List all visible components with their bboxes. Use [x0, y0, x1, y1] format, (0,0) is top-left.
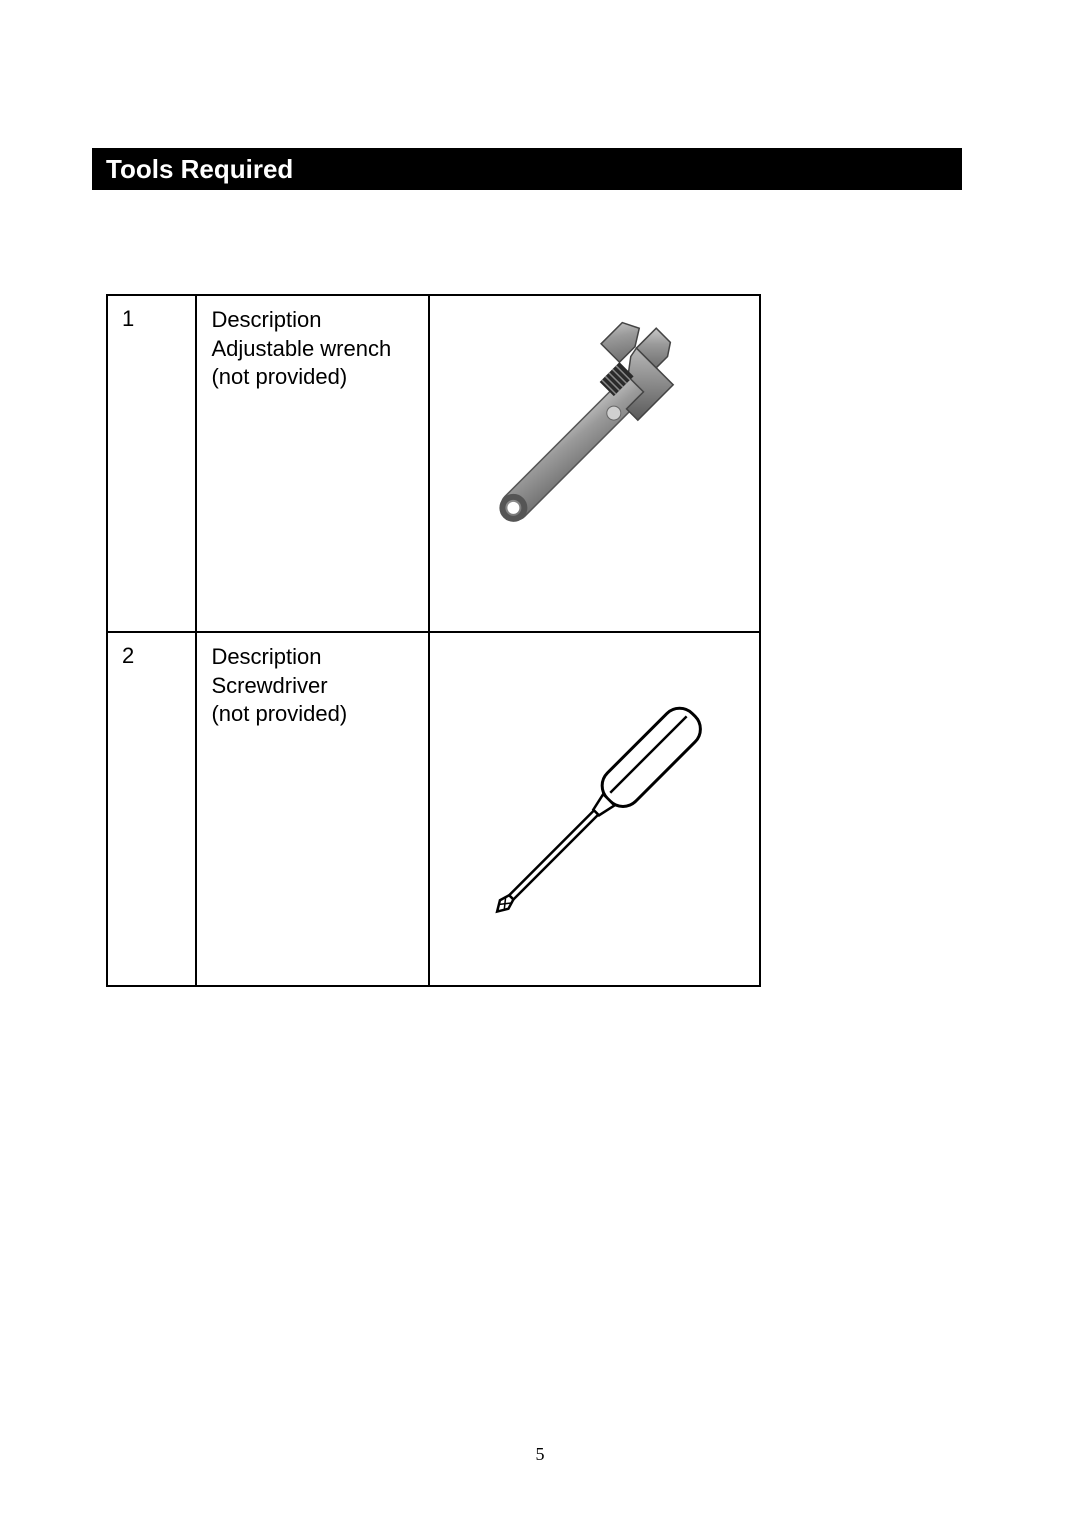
row-number: 1 [107, 295, 196, 632]
page-number: 5 [0, 1444, 1080, 1465]
desc-label: Description [211, 307, 321, 332]
section-title: Tools Required [106, 154, 293, 185]
wrench-icon [444, 314, 744, 614]
wrench-image [430, 296, 759, 631]
tools-table: 1 Description Adjustable wrench (not pro… [106, 294, 761, 987]
row-description: Description Adjustable wrench (not provi… [196, 295, 428, 632]
row-image-cell [429, 632, 760, 986]
row-image-cell [429, 295, 760, 632]
table-row: 2 Description Screwdriver (not provided) [107, 632, 760, 986]
section-header: Tools Required [92, 148, 962, 190]
screwdriver-image [430, 633, 759, 985]
row-description: Description Screwdriver (not provided) [196, 632, 428, 986]
screwdriver-icon [444, 654, 744, 964]
desc-name: Screwdriver [211, 673, 327, 698]
row-number: 2 [107, 632, 196, 986]
desc-note: (not provided) [211, 364, 347, 389]
desc-note: (not provided) [211, 701, 347, 726]
desc-label: Description [211, 644, 321, 669]
page: Tools Required 1 Description Adjustable … [0, 0, 1080, 1527]
desc-name: Adjustable wrench [211, 336, 391, 361]
table-row: 1 Description Adjustable wrench (not pro… [107, 295, 760, 632]
